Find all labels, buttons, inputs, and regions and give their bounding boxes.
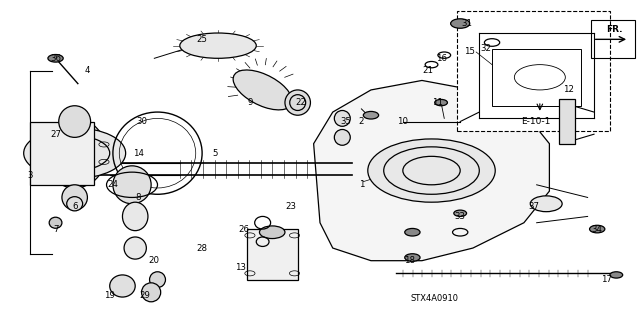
Text: 15: 15	[464, 48, 476, 56]
Ellipse shape	[67, 197, 83, 211]
Circle shape	[364, 111, 379, 119]
Text: 20: 20	[149, 256, 160, 265]
Bar	[492, 49, 581, 106]
Circle shape	[589, 225, 605, 233]
Ellipse shape	[122, 202, 148, 231]
Ellipse shape	[150, 272, 166, 287]
Circle shape	[451, 19, 470, 28]
Text: 28: 28	[196, 243, 207, 253]
Ellipse shape	[113, 166, 151, 204]
FancyBboxPatch shape	[457, 11, 610, 131]
Text: 29: 29	[140, 291, 150, 300]
Text: 26: 26	[238, 225, 249, 234]
Ellipse shape	[285, 90, 310, 115]
Text: 24: 24	[108, 180, 118, 189]
Text: 11: 11	[433, 98, 444, 107]
Text: 23: 23	[286, 203, 297, 211]
Ellipse shape	[259, 226, 285, 239]
Ellipse shape	[334, 130, 350, 145]
Circle shape	[404, 254, 420, 261]
Bar	[246, 229, 298, 280]
Circle shape	[435, 100, 447, 106]
Text: 34: 34	[592, 225, 603, 234]
Text: 5: 5	[212, 149, 218, 158]
Circle shape	[48, 55, 63, 62]
Text: FR.: FR.	[606, 25, 623, 34]
Text: 35: 35	[340, 117, 351, 126]
Circle shape	[404, 228, 420, 236]
Circle shape	[454, 210, 467, 216]
Text: 33: 33	[454, 212, 466, 221]
Text: 36: 36	[50, 54, 61, 63]
Text: 8: 8	[136, 193, 141, 202]
Bar	[591, 20, 636, 58]
Ellipse shape	[124, 237, 147, 259]
Text: 19: 19	[104, 291, 115, 300]
Text: 30: 30	[136, 117, 147, 126]
Polygon shape	[314, 80, 549, 261]
Ellipse shape	[109, 275, 135, 297]
Text: 6: 6	[72, 203, 77, 211]
Text: 37: 37	[528, 203, 539, 211]
Ellipse shape	[334, 110, 350, 126]
Text: 25: 25	[196, 35, 207, 44]
Text: 32: 32	[480, 44, 491, 53]
Text: E-10-1: E-10-1	[521, 117, 550, 126]
Text: 14: 14	[133, 149, 144, 158]
Text: 27: 27	[50, 130, 61, 139]
Text: 17: 17	[601, 275, 612, 284]
Circle shape	[368, 139, 495, 202]
Text: 10: 10	[397, 117, 408, 126]
Text: 22: 22	[296, 98, 307, 107]
Text: 3: 3	[28, 171, 33, 180]
Text: 31: 31	[461, 19, 472, 28]
Ellipse shape	[43, 118, 106, 188]
Circle shape	[24, 128, 125, 178]
Text: 4: 4	[84, 66, 90, 76]
Text: 16: 16	[436, 54, 447, 63]
Text: 2: 2	[358, 117, 364, 126]
Ellipse shape	[141, 283, 161, 302]
Text: 13: 13	[235, 263, 246, 271]
Text: 12: 12	[563, 85, 574, 94]
Text: 18: 18	[404, 256, 415, 265]
Text: 7: 7	[53, 225, 58, 234]
Circle shape	[531, 196, 562, 212]
Ellipse shape	[180, 33, 256, 58]
Circle shape	[610, 272, 623, 278]
Text: 9: 9	[247, 98, 253, 107]
Text: 21: 21	[423, 66, 434, 76]
Bar	[30, 122, 94, 185]
Ellipse shape	[62, 185, 88, 210]
Ellipse shape	[233, 70, 292, 110]
Text: STX4A0910: STX4A0910	[411, 294, 459, 303]
Bar	[559, 100, 575, 144]
Text: 1: 1	[358, 180, 364, 189]
Ellipse shape	[49, 217, 62, 228]
Ellipse shape	[59, 106, 91, 137]
